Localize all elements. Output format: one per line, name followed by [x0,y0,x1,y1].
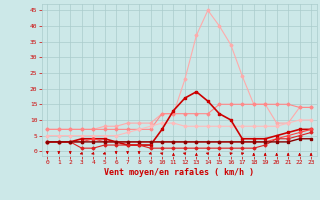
X-axis label: Vent moyen/en rafales ( km/h ): Vent moyen/en rafales ( km/h ) [104,168,254,177]
